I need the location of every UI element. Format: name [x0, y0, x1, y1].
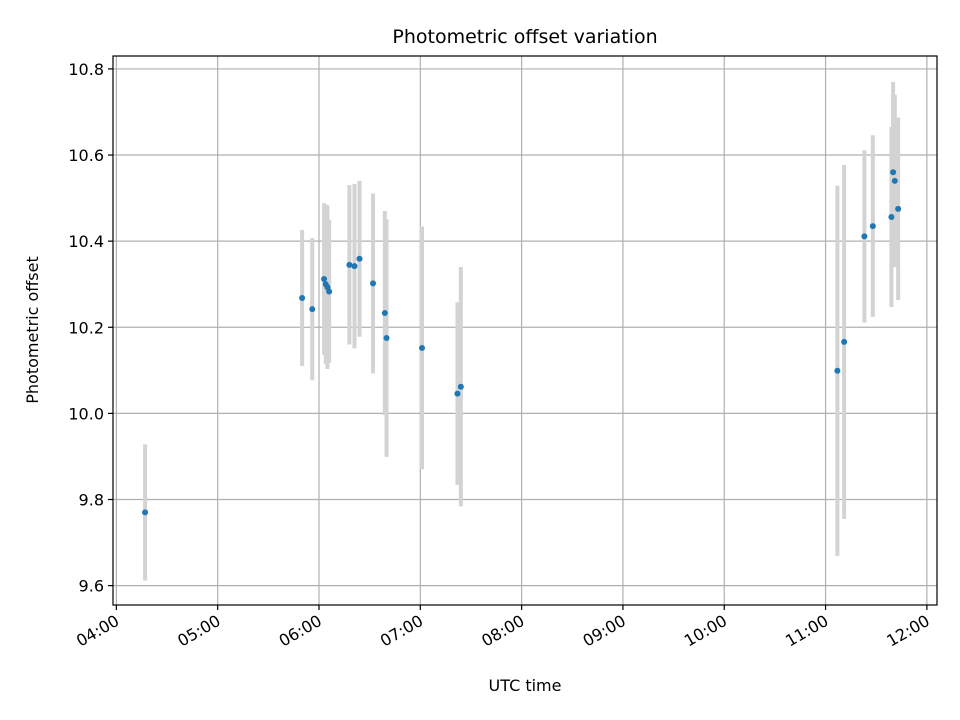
- data-point: [321, 276, 328, 283]
- data-point: [841, 338, 848, 345]
- data-point: [383, 335, 390, 342]
- data-point: [326, 288, 333, 295]
- data-point: [356, 255, 363, 262]
- y-tick-label: 9.8: [79, 491, 104, 510]
- data-point: [457, 383, 464, 390]
- y-tick-label: 10.6: [68, 146, 104, 165]
- data-point: [890, 169, 897, 176]
- y-tick-label: 10.8: [68, 60, 104, 79]
- y-axis-label: Photometric offset: [23, 256, 42, 404]
- data-point: [834, 367, 841, 374]
- data-point: [861, 233, 868, 240]
- grid: [113, 56, 937, 605]
- data-points: [142, 169, 902, 516]
- data-point: [454, 390, 461, 397]
- y-tick-label: 10.2: [68, 318, 104, 337]
- x-axis-label: UTC time: [489, 676, 562, 695]
- data-point: [299, 294, 306, 301]
- data-point: [419, 344, 425, 351]
- data-point: [869, 223, 876, 230]
- y-tick-label: 9.6: [79, 577, 104, 596]
- y-tick-label: 10.0: [68, 404, 104, 423]
- data-point: [351, 263, 358, 270]
- y-tick-label: 10.4: [68, 232, 104, 251]
- data-point: [309, 306, 316, 313]
- chart-title: Photometric offset variation: [392, 26, 657, 48]
- data-point: [891, 177, 898, 184]
- data-point: [370, 280, 377, 287]
- data-point: [895, 205, 902, 212]
- data-point: [142, 509, 149, 516]
- data-point: [381, 310, 388, 317]
- plot-frame: [112, 55, 938, 606]
- data-point: [888, 214, 895, 221]
- data-point: [346, 261, 353, 268]
